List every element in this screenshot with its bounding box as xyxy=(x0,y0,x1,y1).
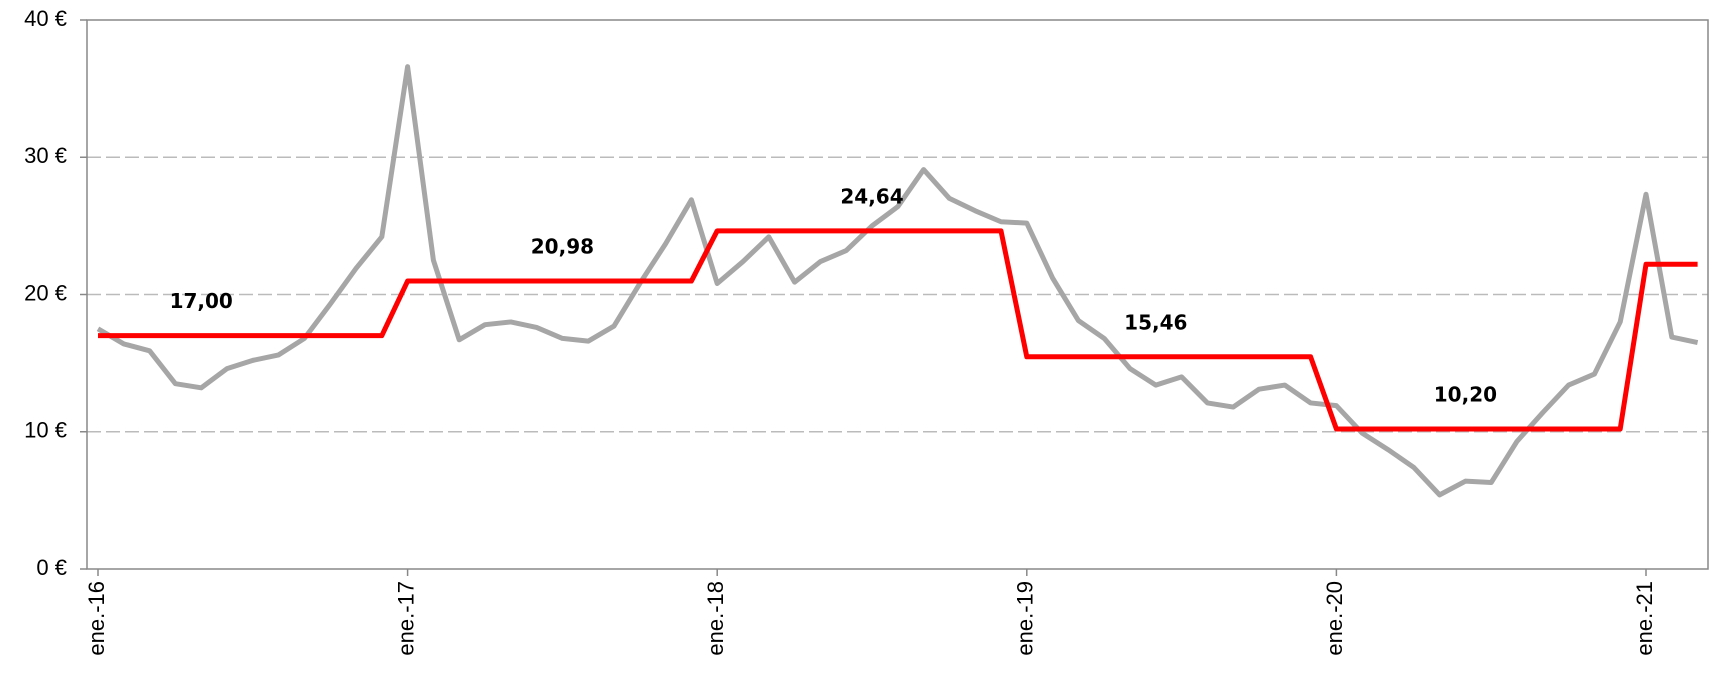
y-tick-label: 30 € xyxy=(24,143,67,168)
value-label: 10,20 xyxy=(1434,383,1497,407)
y-tick-label: 0 € xyxy=(36,555,67,580)
value-label: 24,64 xyxy=(840,184,903,208)
x-tick-label: ene.-17 xyxy=(393,581,418,656)
value-label: 20,98 xyxy=(531,235,594,259)
y-tick-label: 20 € xyxy=(24,280,67,305)
y-tick-label: 10 € xyxy=(24,418,67,443)
x-tick-label: ene.-21 xyxy=(1632,581,1657,656)
x-tick-label: ene.-19 xyxy=(1013,581,1038,656)
series-line xyxy=(98,228,1698,432)
y-tick-label: 40 € xyxy=(24,6,67,31)
series-line xyxy=(96,64,1699,498)
x-tick-label: ene.-18 xyxy=(703,581,728,656)
x-tick-label: ene.-16 xyxy=(84,581,109,656)
value-label: 15,46 xyxy=(1124,310,1187,334)
x-tick-label: ene.-20 xyxy=(1322,581,1347,656)
value-label: 17,00 xyxy=(170,289,233,313)
plot-frame xyxy=(86,19,1709,570)
